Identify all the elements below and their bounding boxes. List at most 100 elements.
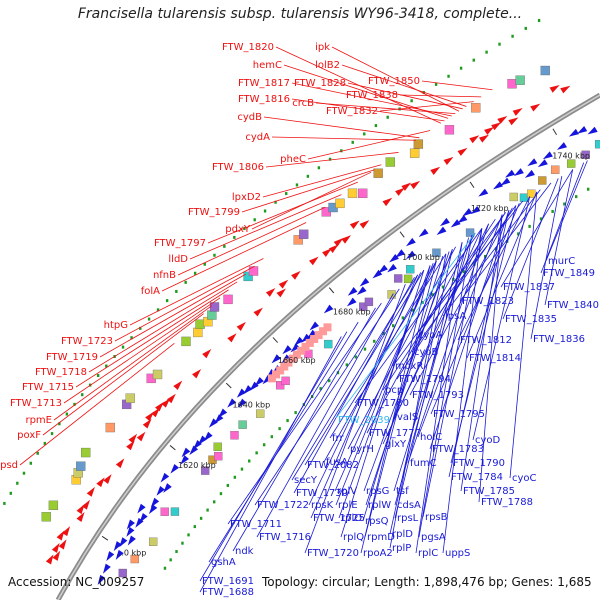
forward-gene-arrow <box>278 279 289 289</box>
reverse-gene-arrow <box>568 128 579 137</box>
cog-block <box>81 447 91 458</box>
cog-block <box>118 568 127 578</box>
reverse-gene-label: frr <box>332 433 344 444</box>
cog-block <box>238 420 247 429</box>
gc-dot <box>263 209 267 213</box>
reverse-gene-label: rplD <box>392 529 413 540</box>
forward-gene-label: folA <box>141 286 160 297</box>
feature-tracks <box>41 65 600 585</box>
gc-dot <box>156 308 160 312</box>
reverse-gene-label: FTW_1837 <box>503 282 555 293</box>
forward-gene-arrow <box>115 458 125 469</box>
forward-gene-arrow <box>478 134 490 143</box>
reverse-leader-line <box>407 223 489 464</box>
forward-leader-line <box>241 169 375 213</box>
gc-dot <box>328 157 332 161</box>
reverse-gene-arrow <box>500 177 511 186</box>
forward-gene-arrow <box>45 554 54 565</box>
reverse-gene-arrow <box>106 551 115 562</box>
reverse-leader-line <box>422 228 483 518</box>
reverse-leader-line <box>365 251 450 506</box>
scale-tick <box>169 445 176 451</box>
forward-gene-arrow <box>51 542 60 553</box>
cog-block <box>403 274 413 284</box>
highlight-leader-line <box>335 232 476 419</box>
forward-gene-label: cydA <box>245 132 270 143</box>
rna-block <box>314 331 323 340</box>
gc-dot <box>163 566 167 570</box>
forward-gene-label: crcB <box>292 98 314 109</box>
forward-gene-arrow <box>265 287 276 297</box>
reverse-gene-label: fumC <box>410 458 437 469</box>
forward-gene-arrow <box>253 307 263 317</box>
forward-leader-line <box>189 194 342 260</box>
scale-tick-label: 1700 kbp <box>402 253 440 262</box>
forward-leader-line <box>42 313 204 436</box>
forward-gene-arrow <box>497 116 508 124</box>
gc-dot <box>431 293 434 297</box>
forward-gene-arrow <box>126 440 135 451</box>
map-title: Francisella tularensis subsp. tularensis… <box>77 6 523 22</box>
reverse-gene-label: FTW_1849 <box>543 268 595 279</box>
forward-gene-label: lldD <box>168 254 188 265</box>
reverse-gene-label: valS <box>397 412 418 423</box>
reverse-leader-line <box>442 228 483 554</box>
forward-gene-arrow <box>142 418 152 429</box>
cog-block <box>170 507 180 516</box>
gc-dot <box>22 471 26 475</box>
forward-gene-label: FTW_1799 <box>188 207 240 218</box>
gc-dot <box>105 364 108 368</box>
reverse-leader-line <box>502 178 559 320</box>
reverse-gene-label: tsf <box>396 486 409 497</box>
reverse-gene-arrow <box>97 574 106 585</box>
gc-dot <box>81 393 84 397</box>
forward-gene-arrow <box>512 108 523 116</box>
reverse-gene-label: uppS <box>445 548 470 559</box>
forward-gene-arrow <box>308 256 319 266</box>
genome-backbone-highlight <box>57 94 600 600</box>
forward-leader-line <box>99 273 246 358</box>
reverse-gene-label: FTW_1840 <box>547 300 599 311</box>
reverse-gene-arrow <box>294 336 304 346</box>
forward-leader-line <box>263 116 420 139</box>
cog-block <box>324 339 333 349</box>
scale-tick <box>101 535 109 541</box>
rna-block <box>323 323 332 332</box>
reverse-gene-arrow <box>378 264 388 274</box>
reverse-gene-label: pgsA <box>421 532 446 543</box>
cog-block <box>465 228 475 237</box>
forward-gene-label: lolB2 <box>315 60 340 71</box>
reverse-gene-arrow <box>227 398 237 408</box>
gc-dot <box>206 508 209 512</box>
forward-gene-arrow <box>96 477 105 488</box>
cog-block <box>223 294 233 305</box>
forward-gene-arrow <box>491 122 502 131</box>
gc-dot <box>537 19 541 23</box>
cog-block <box>214 452 223 461</box>
forward-gene-label: FTW_1806 <box>212 162 264 173</box>
gc-dot <box>517 232 520 236</box>
rna-block <box>319 327 328 336</box>
forward-gene-label: FTW_1797 <box>154 238 206 249</box>
gc-dot <box>574 195 578 199</box>
forward-gene-arrow <box>457 147 468 156</box>
gc-dot <box>483 255 487 259</box>
gc-dot <box>363 132 366 136</box>
forward-leader-line <box>399 94 482 98</box>
reverse-gene-label: rpsB <box>425 512 448 523</box>
reverse-gene-label: pyrH <box>350 444 374 455</box>
forward-leader-line <box>75 289 229 388</box>
forward-gene-arrow <box>395 187 405 196</box>
reverse-gene-label: FTW_1814 <box>469 353 521 364</box>
reverse-gene-arrow <box>237 398 247 408</box>
reverse-leader-line <box>232 307 376 552</box>
cog-block <box>540 65 550 76</box>
gc-dot <box>345 363 349 367</box>
forward-gene-label: psd <box>0 460 18 471</box>
gc-dot <box>203 262 206 266</box>
forward-leader-line <box>114 265 255 342</box>
gc-dot <box>351 140 354 144</box>
reverse-gene-arrow <box>156 486 165 496</box>
reverse-leader-line <box>256 293 394 538</box>
